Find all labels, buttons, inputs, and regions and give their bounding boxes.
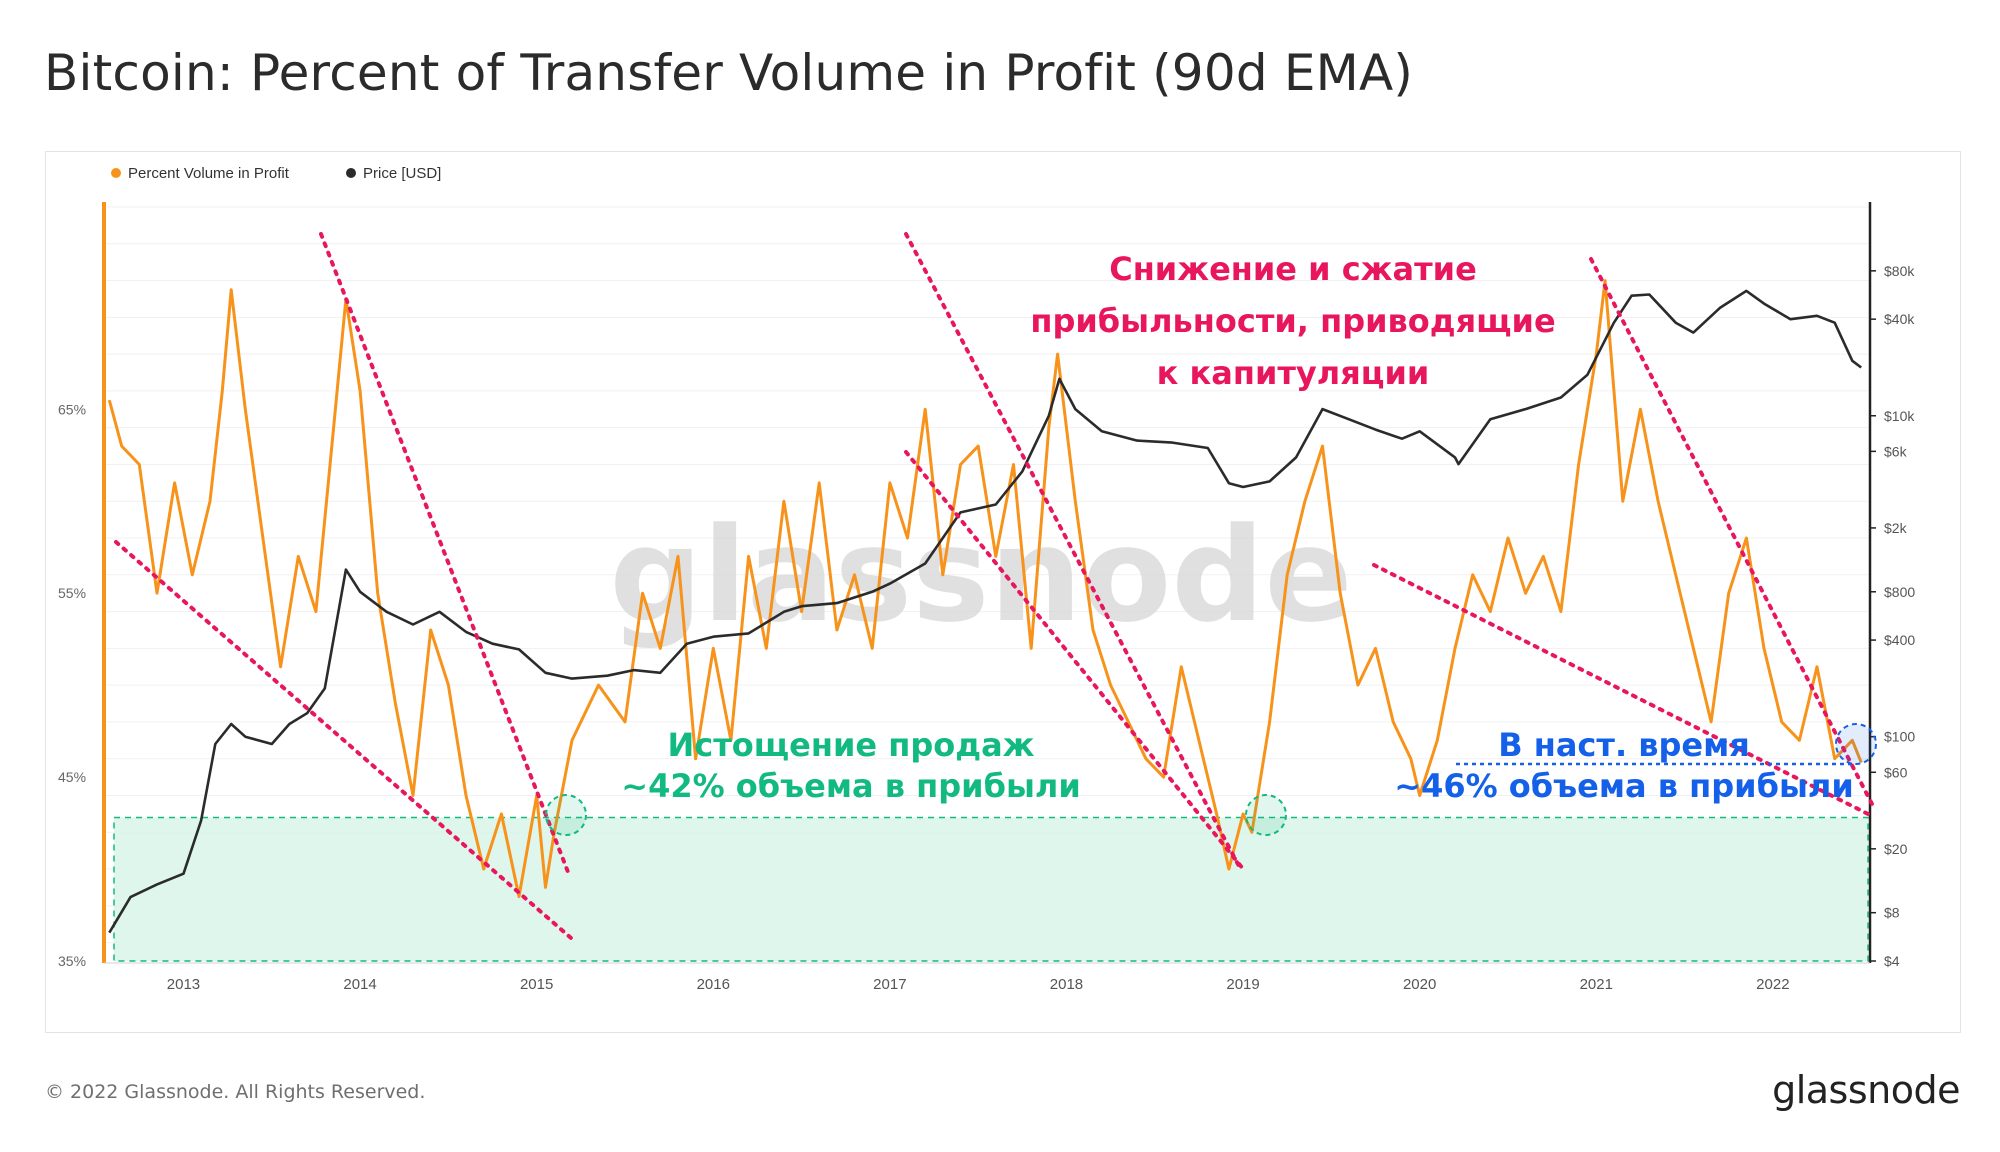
x-tick-label: 2020 (1403, 976, 1436, 993)
annotation-capitulation-line1: Снижение и сжатие (1109, 250, 1477, 288)
x-tick-label: 2019 (1226, 976, 1259, 993)
annotation-capitulation-line2: прибыльности, приводящие (1030, 302, 1555, 340)
x-tick-label: 2017 (873, 976, 906, 993)
trend-line (1589, 257, 1874, 806)
y-right-tick-label: $100 (1884, 729, 1915, 745)
chart-frame: glassnode 35% 45% 55% 65% $4 $8 $20 $60 $100 $400 $… (45, 151, 1961, 1033)
watermark: glassnode (609, 499, 1352, 651)
y-right-tick-label: $8 (1884, 905, 1900, 921)
x-tick-label: 2013 (167, 976, 200, 993)
legend-marker-profit (111, 168, 121, 178)
annotation-capitulation-line3: к капитуляции (1157, 354, 1430, 392)
legend-marker-price (346, 168, 356, 178)
annotation-exhaustion-line2: ~42% объема в прибыли (621, 767, 1080, 805)
y-right-tick-label: $400 (1884, 632, 1915, 648)
x-tick-label: 2022 (1756, 976, 1789, 993)
capitulation-zone (113, 816, 1869, 962)
trend-line (114, 540, 573, 940)
annotation-current-line2: ~46% объема в прибыли (1394, 767, 1853, 805)
page-title: Bitcoin: Percent of Transfer Volume in P… (44, 44, 1414, 102)
x-tick-label: 2015 (520, 976, 553, 993)
annotation-current-line1: В наст. время (1498, 726, 1750, 764)
y-right-tick-label: $800 (1884, 584, 1915, 600)
chart: glassnode 35% 45% 55% 65% $4 $8 $20 $60 $100 $400 $… (58, 165, 1915, 993)
exhaustion-marker (545, 794, 587, 836)
y-right-tick-label: $60 (1884, 764, 1908, 780)
y-right-tick-label: $4 (1884, 953, 1900, 969)
y-right-tick-label: $80k (1884, 263, 1915, 279)
x-tick-label: 2018 (1050, 976, 1083, 993)
glassnode-logo: glassnode (1772, 1068, 1960, 1112)
y-left-tick-label: 45% (58, 769, 86, 785)
series-line-profit (107, 279, 1863, 899)
y-right-tick-label: $2k (1884, 520, 1908, 536)
exhaustion-marker (1245, 794, 1287, 836)
y-left-tick-label: 55% (58, 585, 86, 601)
legend-label: Percent Volume in Profit (128, 165, 290, 182)
y-right-tick-label: $20 (1884, 841, 1908, 857)
x-tick-label: 2014 (343, 976, 376, 993)
footer-copyright: © 2022 Glassnode. All Rights Reserved. (45, 1081, 426, 1103)
y-left-tick-label: 65% (58, 401, 86, 417)
series-line-price (108, 289, 1862, 934)
trend-line (1372, 563, 1874, 818)
annotation-exhaustion-line1: Истощение продаж (667, 726, 1034, 764)
y-right-tick-label: $6k (1884, 443, 1908, 459)
x-tick-label: 2021 (1580, 976, 1613, 993)
trend-line (904, 450, 1246, 872)
y-right-tick-label: $40k (1884, 311, 1915, 327)
trend-line (319, 232, 570, 874)
current-marker (1835, 723, 1877, 765)
x-tick-label: 2016 (697, 976, 730, 993)
legend-label: Price [USD] (363, 165, 441, 182)
y-right-tick-label: $10k (1884, 408, 1915, 424)
y-left-tick-label: 35% (58, 953, 86, 969)
trend-line (904, 232, 1243, 872)
